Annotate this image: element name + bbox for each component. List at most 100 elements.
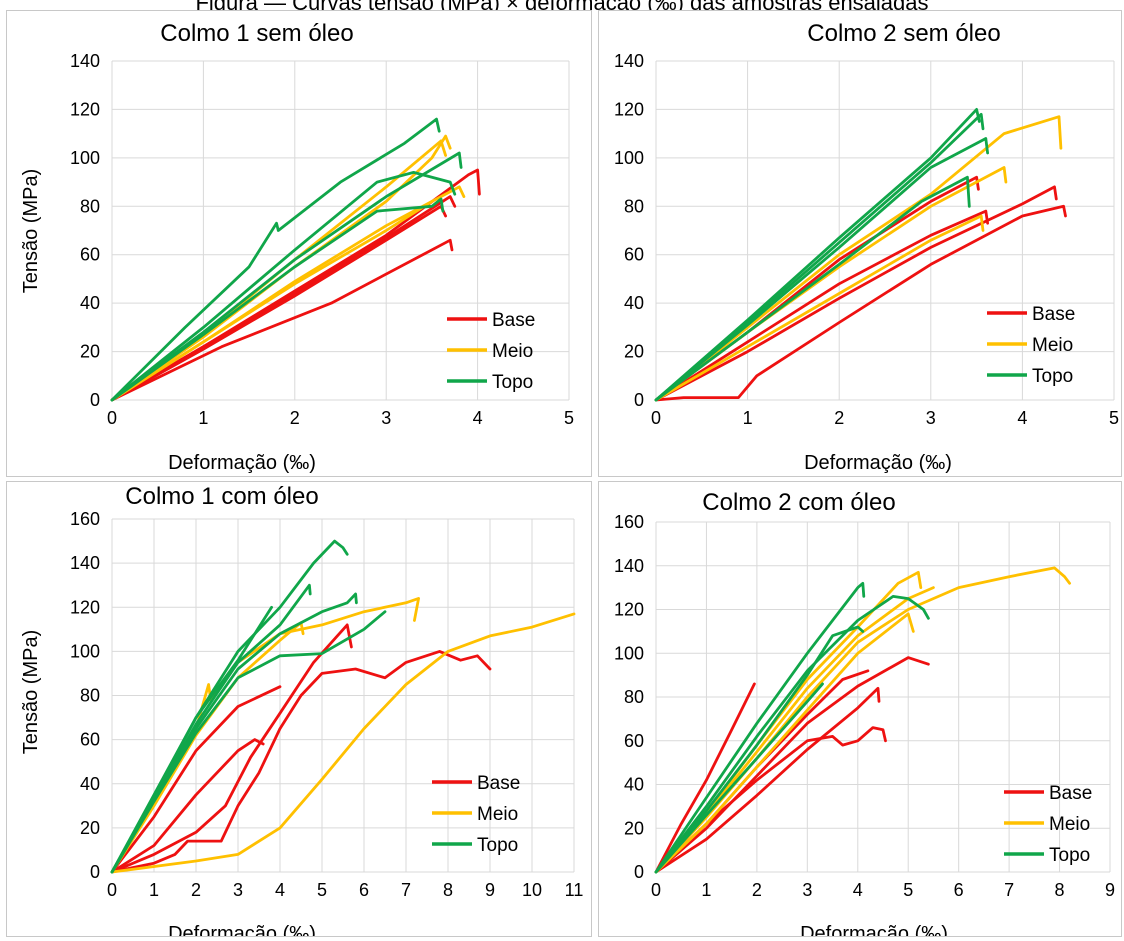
- y-tick-label: 20: [80, 818, 100, 838]
- x-tick-label: 5: [1109, 408, 1119, 428]
- y-tick-label: 160: [614, 512, 644, 532]
- x-tick-label: 9: [485, 880, 495, 900]
- x-tick-label: 5: [317, 880, 327, 900]
- series-line-base: [654, 686, 881, 874]
- series-line-topo: [654, 595, 930, 874]
- y-tick-label: 60: [624, 731, 644, 751]
- x-tick-label: 3: [381, 408, 391, 428]
- x-tick-label: 4: [473, 408, 483, 428]
- x-tick-label: 3: [802, 880, 812, 900]
- x-tick-label: 10: [522, 880, 542, 900]
- y-tick-label: 140: [614, 51, 644, 71]
- chart-title: Colmo 1 com óleo: [125, 483, 318, 510]
- x-tick-label: 1: [743, 408, 753, 428]
- series-line-base: [654, 185, 1058, 402]
- legend-label-meio: Meio: [1032, 335, 1073, 356]
- y-tick-label: 100: [614, 148, 644, 168]
- series-line-topo: [110, 592, 358, 874]
- x-tick-label: 0: [107, 880, 117, 900]
- chart-title: Colmo 2 sem óleo: [807, 20, 1000, 47]
- y-tick-label: 140: [70, 553, 100, 573]
- x-axis-label: Deformação (‰): [800, 923, 948, 936]
- series-line-topo: [110, 151, 463, 402]
- y-tick-label: 20: [624, 818, 644, 838]
- x-tick-label: 4: [853, 880, 863, 900]
- series-line-base: [654, 204, 1067, 402]
- y-tick-label: 140: [614, 556, 644, 576]
- x-tick-label: 1: [149, 880, 159, 900]
- x-tick-label: 0: [651, 408, 661, 428]
- y-tick-label: 40: [624, 775, 644, 795]
- y-tick-label: 0: [634, 390, 644, 410]
- x-tick-label: 3: [233, 880, 243, 900]
- y-tick-label: 160: [70, 509, 100, 529]
- x-tick-label: 1: [701, 880, 711, 900]
- figure-caption: Figura — Curvas tensão (MPa) × deformaçã…: [0, 0, 1124, 10]
- series-line-base: [110, 623, 353, 874]
- x-tick-label: 0: [651, 880, 661, 900]
- y-tick-label: 120: [70, 597, 100, 617]
- y-tick-label: 0: [90, 390, 100, 410]
- y-tick-label: 20: [624, 342, 644, 362]
- legend-label-meio: Meio: [1049, 814, 1090, 835]
- y-tick-label: 0: [90, 862, 100, 882]
- y-tick-label: 120: [614, 600, 644, 620]
- x-tick-label: 7: [1004, 880, 1014, 900]
- series-line-meio: [654, 214, 985, 402]
- legend-label-meio: Meio: [477, 804, 518, 825]
- series-line-topo: [654, 137, 990, 402]
- legend-label-base: Base: [477, 773, 520, 794]
- legend-label-base: Base: [1032, 304, 1075, 325]
- x-tick-label: 8: [1055, 880, 1065, 900]
- chart-panel-colmo2-sem-oleo: 0 1 2 3 4 5 0 20 40 60 80 100 120 140 Colmo 2 sem óleo…: [598, 10, 1122, 477]
- chart-panel-colmo1-sem-oleo: 0 1 2 3 4 5 0 20 40 60 80 100 120 140 Colmo 1 sem óleo…: [6, 10, 592, 477]
- y-tick-label: 100: [614, 643, 644, 663]
- x-tick-label: 8: [443, 880, 453, 900]
- chart-colmo2-com-oleo: 0 1 2 3 4 5 6 7 8 9 0 20 40 60 80 100 120 140 160 Colmo 2 c…: [614, 489, 1115, 941]
- chart-colmo1-sem-oleo: 0 1 2 3 4 5 0 20 40 60 80 100 120 140 Colmo 1 sem óleo…: [20, 20, 574, 474]
- series-line-topo: [110, 170, 457, 402]
- y-tick-label: 60: [624, 245, 644, 265]
- series-line-base: [110, 685, 282, 874]
- series-line-base: [110, 649, 492, 874]
- series-line-meio: [654, 586, 935, 874]
- series-line-meio: [110, 612, 576, 874]
- series-line-base: [654, 656, 930, 874]
- series-line-meio: [654, 612, 915, 874]
- series-line-topo: [110, 117, 441, 402]
- series-line-topo: [654, 581, 866, 874]
- series-line-base: [654, 209, 990, 402]
- series-line-base: [654, 682, 756, 874]
- x-axis-label: Deformação (‰): [804, 452, 952, 474]
- y-tick-label: 40: [624, 293, 644, 313]
- x-tick-label: 11: [565, 880, 584, 900]
- x-tick-label: 5: [903, 880, 913, 900]
- series-line-meio: [110, 134, 452, 402]
- series-line-base: [654, 175, 980, 402]
- chart-colmo2-sem-oleo: 0 1 2 3 4 5 0 20 40 60 80 100 120 140 Colmo 2 sem óleo…: [614, 20, 1119, 474]
- legend-label-base: Base: [1049, 783, 1092, 804]
- x-axis-label: Deformação (‰): [168, 923, 316, 936]
- series-line-topo: [654, 625, 865, 874]
- y-tick-label: 120: [70, 99, 100, 119]
- y-tick-label: 80: [624, 196, 644, 216]
- series-line-topo: [110, 610, 387, 874]
- legend-label-meio: Meio: [492, 341, 533, 362]
- series-line-meio: [654, 566, 1072, 874]
- x-tick-label: 2: [290, 408, 300, 428]
- series-line-topo: [110, 197, 445, 402]
- series-line-base: [110, 238, 454, 402]
- x-tick-label: 6: [954, 880, 964, 900]
- series-line-topo: [654, 108, 981, 402]
- y-tick-label: 140: [70, 51, 100, 71]
- series-line-topo: [654, 175, 971, 402]
- y-tick-label: 80: [80, 196, 100, 216]
- y-axis-label: Tensão (MPa): [20, 630, 42, 755]
- x-tick-label: 1: [198, 408, 208, 428]
- y-tick-label: 80: [80, 686, 100, 706]
- y-tick-label: 20: [80, 342, 100, 362]
- y-tick-label: 100: [70, 641, 100, 661]
- x-tick-label: 9: [1105, 880, 1115, 900]
- legend-label-topo: Topo: [492, 372, 533, 393]
- x-tick-label: 3: [926, 408, 936, 428]
